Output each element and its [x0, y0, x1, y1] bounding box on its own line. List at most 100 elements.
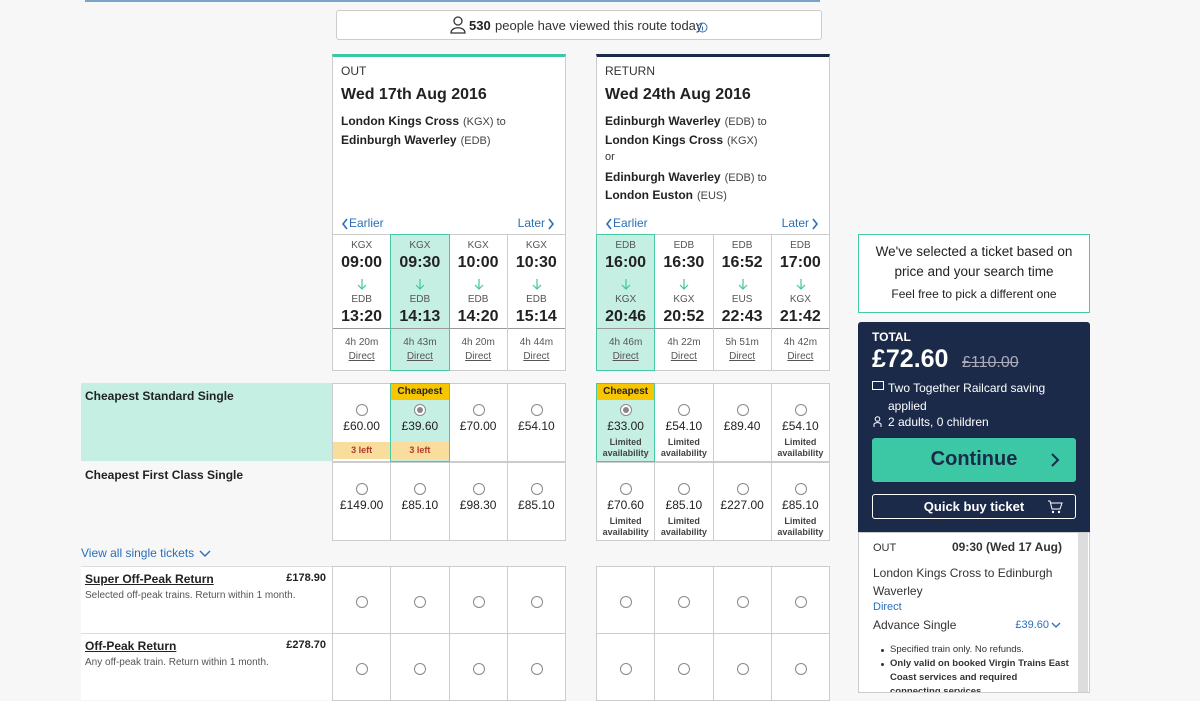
fare-cell[interactable]: £70.00: [448, 383, 508, 462]
radio-button[interactable]: [736, 663, 749, 675]
radio-button[interactable]: [736, 483, 749, 495]
train-type[interactable]: Direct: [729, 351, 756, 362]
radio-button[interactable]: [678, 663, 691, 675]
radio-button[interactable]: [620, 483, 633, 495]
return-fare-cell[interactable]: [332, 633, 392, 701]
radio-button[interactable]: [794, 663, 807, 675]
radio-button[interactable]: [620, 404, 633, 416]
continue-button[interactable]: Continue: [872, 438, 1076, 482]
train-type[interactable]: Direct: [612, 351, 639, 362]
radio-button[interactable]: [678, 596, 691, 608]
return-fare-cell[interactable]: [506, 633, 566, 701]
return-fare-cell[interactable]: [448, 633, 508, 701]
radio-button[interactable]: [356, 596, 369, 608]
fare-cell[interactable]: £54.10: [506, 383, 566, 462]
down-arrow: [474, 279, 484, 291]
return-name[interactable]: Super Off-Peak Return: [85, 572, 214, 586]
return-fare-cell[interactable]: [712, 566, 772, 634]
radio-button[interactable]: [736, 596, 749, 608]
chevron-down[interactable]: [199, 549, 211, 559]
radio-button[interactable]: [472, 404, 485, 416]
radio-button[interactable]: [736, 404, 749, 416]
radio-button[interactable]: [620, 596, 633, 608]
train-type[interactable]: Direct: [787, 351, 814, 362]
fare-cell[interactable]: Cheapest £39.60 3 left: [390, 383, 450, 462]
return-fare-cell[interactable]: [654, 566, 714, 634]
radio-button[interactable]: [794, 596, 807, 608]
train-column[interactable]: EDB 16:52 EUS 22:43 5h 51m Direct: [712, 234, 772, 371]
return-fare-cell[interactable]: [770, 566, 830, 634]
radio-button[interactable]: [472, 663, 485, 675]
chevron-right[interactable]: [547, 218, 555, 230]
radio-button[interactable]: [530, 483, 543, 495]
radio-button[interactable]: [794, 404, 807, 416]
radio-button[interactable]: [414, 663, 427, 675]
radio-button[interactable]: [472, 483, 485, 495]
radio-button[interactable]: [620, 663, 633, 675]
radio-button[interactable]: [794, 483, 807, 495]
train-column[interactable]: EDB 17:00 KGX 21:42 4h 42m Direct: [770, 234, 830, 371]
fare-cell[interactable]: £149.00: [332, 462, 392, 541]
fare-cell[interactable]: £98.30: [448, 462, 508, 541]
radio-button[interactable]: [530, 404, 543, 416]
return-name[interactable]: Off-Peak Return: [85, 639, 177, 653]
chevron-left[interactable]: [341, 218, 349, 230]
earlier-link[interactable]: Earlier: [613, 216, 648, 230]
radio-button[interactable]: [678, 404, 691, 416]
quick-buy-label[interactable]: Quick buy ticket: [923, 499, 1025, 514]
chevron-left[interactable]: [605, 218, 613, 230]
return-fare-cell[interactable]: [390, 633, 450, 701]
radio-button[interactable]: [530, 596, 543, 608]
train-type[interactable]: Direct: [406, 351, 433, 362]
return-fare-cell[interactable]: [506, 566, 566, 634]
train-column[interactable]: KGX 09:00 EDB 13:20 4h 20m Direct: [332, 234, 392, 371]
radio-button[interactable]: [678, 483, 691, 495]
radio-button[interactable]: [414, 596, 427, 608]
return-fare-cell[interactable]: [712, 633, 772, 701]
fare-cell[interactable]: £85.10: [506, 462, 566, 541]
return-fare-cell[interactable]: [332, 566, 392, 634]
fare-cell[interactable]: £85.10: [390, 462, 450, 541]
later-link[interactable]: Later: [781, 216, 809, 230]
fare-cell[interactable]: £70.60 Limited availability: [596, 462, 656, 541]
radio-button[interactable]: [472, 596, 485, 608]
fare-cell[interactable]: £85.10 Limited availability: [654, 462, 714, 541]
train-type[interactable]: Direct: [348, 351, 375, 362]
train-type[interactable]: Direct: [465, 351, 492, 362]
radio-button[interactable]: [356, 404, 369, 416]
later-link[interactable]: Later: [517, 216, 545, 230]
radio-button[interactable]: [414, 404, 427, 416]
radio-button[interactable]: [356, 663, 369, 675]
radio-button[interactable]: [356, 483, 369, 495]
radio-button[interactable]: [530, 663, 543, 675]
continue-label[interactable]: Continue: [930, 448, 1018, 470]
radio-button[interactable]: [414, 483, 427, 495]
fare-cell[interactable]: £85.10 Limited availability: [770, 462, 830, 541]
detail-chevron[interactable]: [1051, 622, 1061, 630]
train-column[interactable]: KGX 09:30 EDB 14:13 4h 43m Direct: [390, 234, 450, 371]
fare-cell[interactable]: £54.10 Limited availability: [654, 383, 714, 462]
train-column[interactable]: EDB 16:00 KGX 20:46 4h 46m Direct: [596, 234, 656, 371]
chevron-right[interactable]: [811, 218, 819, 230]
view-all-link[interactable]: View all single tickets: [81, 546, 195, 560]
fare-cell[interactable]: Cheapest £33.00 Limited availability: [596, 383, 656, 462]
train-column[interactable]: KGX 10:30 EDB 15:14 4h 44m Direct: [506, 234, 566, 371]
earlier-link[interactable]: Earlier: [349, 216, 384, 230]
train-column[interactable]: KGX 10:00 EDB 14:20 4h 20m Direct: [448, 234, 508, 371]
train-type[interactable]: Direct: [523, 351, 550, 362]
detail-price[interactable]: £39.60: [1015, 619, 1049, 631]
return-fare-cell[interactable]: [770, 633, 830, 701]
train-type[interactable]: Direct: [670, 351, 697, 362]
return-fare-cell[interactable]: [596, 633, 656, 701]
info-icon[interactable]: [697, 22, 708, 33]
fare-cell[interactable]: £60.00 3 left: [332, 383, 392, 462]
return-fare-cell[interactable]: [390, 566, 450, 634]
return-fare-cell[interactable]: [654, 633, 714, 701]
fare-cell[interactable]: £227.00: [712, 462, 772, 541]
return-fare-cell[interactable]: [448, 566, 508, 634]
fare-cell[interactable]: £89.40: [712, 383, 772, 462]
return-fare-cell[interactable]: [596, 566, 656, 634]
fare-cell[interactable]: £54.10 Limited availability: [770, 383, 830, 462]
train-column[interactable]: EDB 16:30 KGX 20:52 4h 22m Direct: [654, 234, 714, 371]
quick-buy-button[interactable]: Quick buy ticket: [872, 494, 1076, 519]
